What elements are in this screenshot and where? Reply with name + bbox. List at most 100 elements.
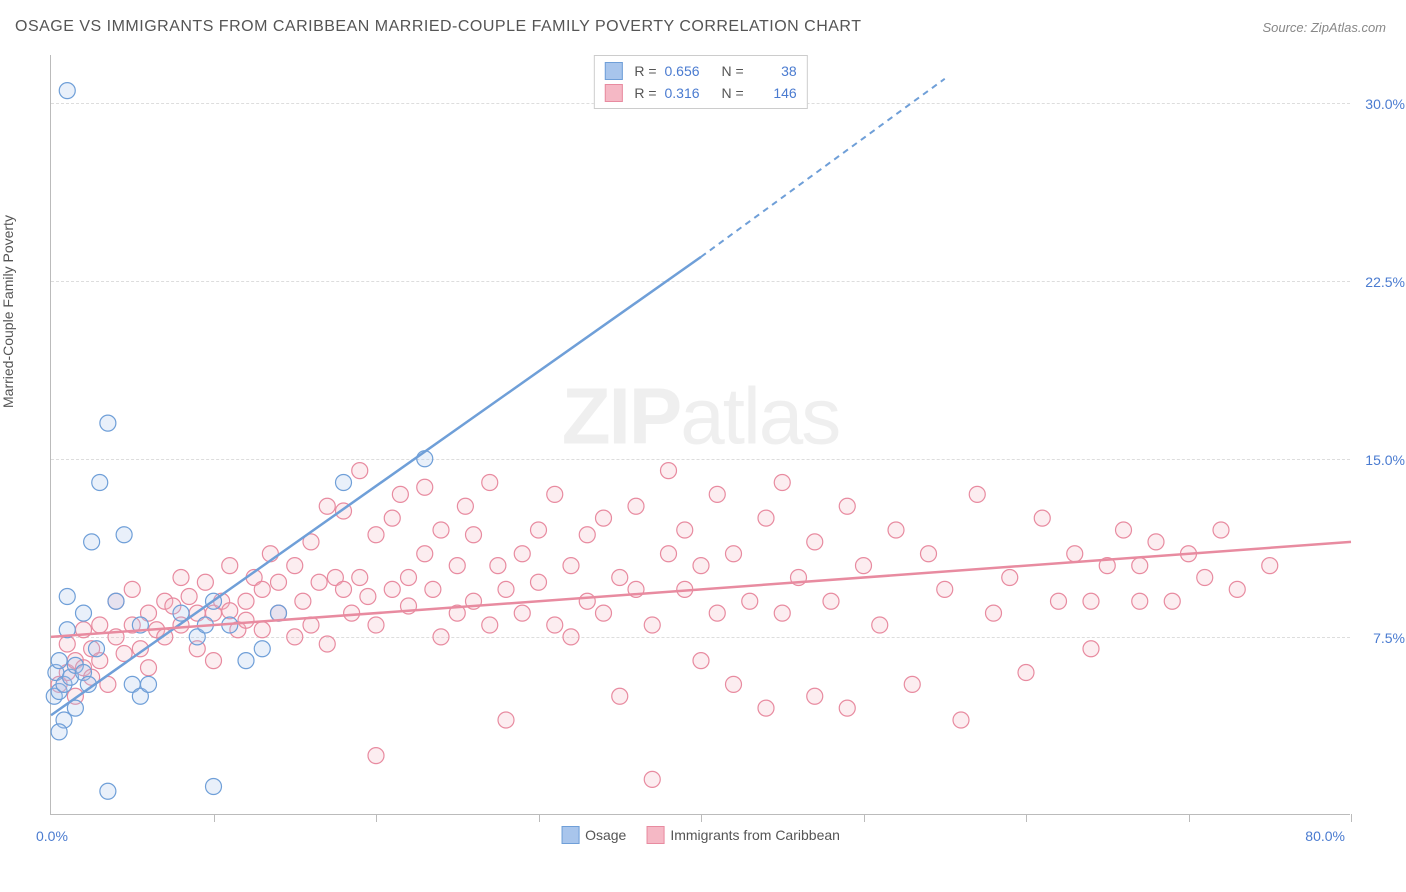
data-point [222, 558, 238, 574]
data-point [1132, 558, 1148, 574]
data-point [238, 593, 254, 609]
x-tick [539, 814, 540, 822]
data-point [937, 581, 953, 597]
y-tick-label: 30.0% [1365, 96, 1405, 112]
data-point [1034, 510, 1050, 526]
data-point [84, 534, 100, 550]
data-point [51, 653, 67, 669]
data-point [368, 617, 384, 633]
data-point [417, 546, 433, 562]
series-legend: Osage Immigrants from Caribbean [561, 826, 840, 844]
data-point [108, 593, 124, 609]
data-point [238, 612, 254, 628]
data-point [644, 617, 660, 633]
data-point [59, 83, 75, 99]
x-axis-max-label: 80.0% [1305, 828, 1345, 844]
data-point [92, 617, 108, 633]
x-tick [1026, 814, 1027, 822]
data-point [774, 475, 790, 491]
data-point [433, 522, 449, 538]
legend-swatch-osage [604, 62, 622, 80]
data-point [612, 570, 628, 586]
data-point [336, 581, 352, 597]
data-point [319, 498, 335, 514]
data-point [238, 653, 254, 669]
data-point [206, 779, 222, 795]
regression-line [51, 542, 1351, 637]
data-point [319, 636, 335, 652]
data-point [758, 510, 774, 526]
data-point [661, 546, 677, 562]
data-point [612, 688, 628, 704]
data-point [287, 629, 303, 645]
y-tick-label: 22.5% [1365, 274, 1405, 290]
data-point [254, 581, 270, 597]
data-point [839, 700, 855, 716]
x-tick [1351, 814, 1352, 822]
data-point [1083, 641, 1099, 657]
data-point [807, 688, 823, 704]
data-point [254, 641, 270, 657]
data-point [360, 589, 376, 605]
data-point [401, 570, 417, 586]
legend-swatch-icon [646, 826, 664, 844]
plot-area: ZIPatlas 7.5%15.0%22.5%30.0% 0.0% 80.0% … [50, 55, 1350, 815]
data-point [1197, 570, 1213, 586]
scatter-svg [51, 55, 1350, 814]
data-point [352, 463, 368, 479]
data-point [514, 546, 530, 562]
data-point [384, 510, 400, 526]
data-point [531, 522, 547, 538]
data-point [579, 527, 595, 543]
data-point [368, 748, 384, 764]
data-point [726, 546, 742, 562]
data-point [384, 581, 400, 597]
data-point [1018, 665, 1034, 681]
data-point [693, 558, 709, 574]
data-point [856, 558, 872, 574]
legend-swatch-caribbean [604, 84, 622, 102]
data-point [709, 486, 725, 502]
data-point [466, 527, 482, 543]
data-point [921, 546, 937, 562]
data-point [344, 605, 360, 621]
data-point [124, 581, 140, 597]
data-point [807, 534, 823, 550]
data-point [758, 700, 774, 716]
data-point [76, 605, 92, 621]
data-point [89, 641, 105, 657]
data-point [839, 498, 855, 514]
data-point [563, 558, 579, 574]
legend-swatch-icon [561, 826, 579, 844]
regression-line [51, 257, 701, 715]
chart-title: OSAGE VS IMMIGRANTS FROM CARIBBEAN MARRI… [15, 18, 861, 36]
data-point [1164, 593, 1180, 609]
x-tick [214, 814, 215, 822]
data-point [661, 463, 677, 479]
data-point [287, 558, 303, 574]
data-point [579, 593, 595, 609]
data-point [514, 605, 530, 621]
legend-item-osage: Osage [561, 826, 626, 844]
y-tick-label: 7.5% [1373, 630, 1405, 646]
data-point [181, 589, 197, 605]
y-axis-label: Married-Couple Family Poverty [0, 215, 16, 408]
data-point [1262, 558, 1278, 574]
data-point [872, 617, 888, 633]
data-point [482, 475, 498, 491]
data-point [141, 676, 157, 692]
data-point [709, 605, 725, 621]
data-point [498, 712, 514, 728]
data-point [100, 783, 116, 799]
y-tick-label: 15.0% [1365, 452, 1405, 468]
x-tick [701, 814, 702, 822]
data-point [969, 486, 985, 502]
data-point [774, 605, 790, 621]
data-point [904, 676, 920, 692]
data-point [59, 589, 75, 605]
data-point [449, 558, 465, 574]
data-point [547, 486, 563, 502]
x-tick [1189, 814, 1190, 822]
data-point [1083, 593, 1099, 609]
data-point [677, 522, 693, 538]
